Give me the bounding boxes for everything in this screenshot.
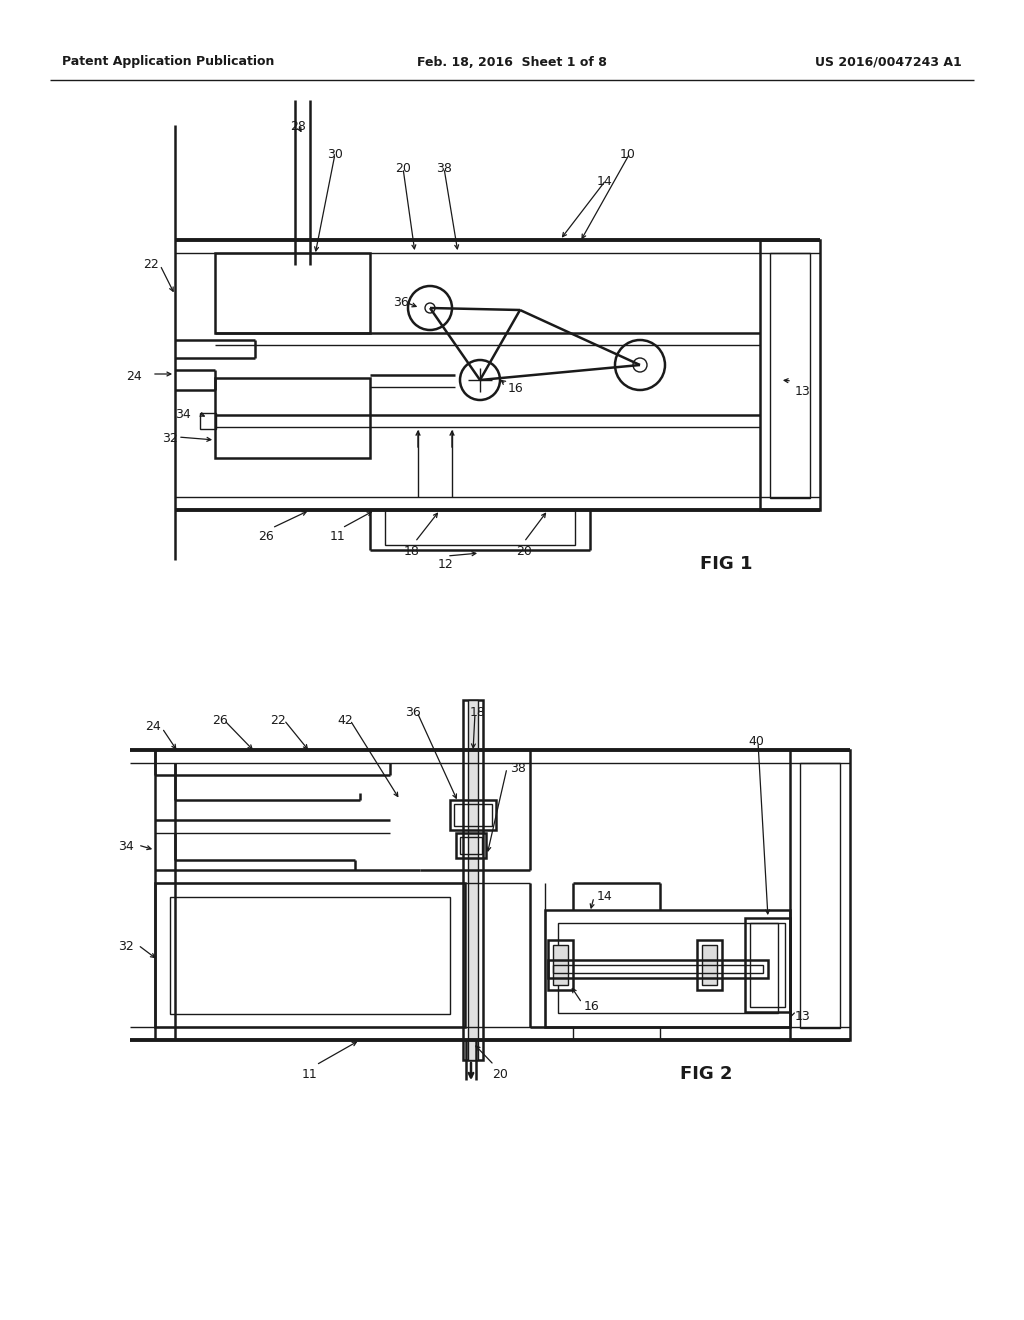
Bar <box>553 945 568 985</box>
Bar <box>553 965 763 973</box>
Bar <box>548 960 768 978</box>
Text: 24: 24 <box>126 370 141 383</box>
Bar <box>456 833 486 858</box>
Text: 42: 42 <box>337 714 352 727</box>
Text: 36: 36 <box>406 706 421 719</box>
Text: 34: 34 <box>118 840 134 853</box>
Text: 13: 13 <box>795 385 811 399</box>
Text: 12: 12 <box>438 558 454 572</box>
Text: 22: 22 <box>270 714 286 727</box>
Bar <box>155 883 465 1027</box>
Text: 18: 18 <box>470 706 485 719</box>
Text: 10: 10 <box>620 148 636 161</box>
Text: 20: 20 <box>516 545 531 558</box>
Bar <box>760 240 820 510</box>
Text: 34: 34 <box>175 408 190 421</box>
Text: 20: 20 <box>395 162 411 176</box>
Text: 16: 16 <box>508 381 523 395</box>
Bar <box>215 253 370 333</box>
Text: 30: 30 <box>327 148 343 161</box>
Text: Feb. 18, 2016  Sheet 1 of 8: Feb. 18, 2016 Sheet 1 of 8 <box>417 55 607 69</box>
Text: 24: 24 <box>145 719 161 733</box>
Text: 14: 14 <box>597 176 612 187</box>
Bar <box>385 510 575 545</box>
Bar <box>545 909 790 1027</box>
Text: 14: 14 <box>597 890 612 903</box>
Text: FIG 2: FIG 2 <box>680 1065 732 1082</box>
Bar <box>800 763 840 1028</box>
Circle shape <box>425 304 435 313</box>
Text: 28: 28 <box>290 120 306 133</box>
Text: 26: 26 <box>258 531 273 543</box>
Bar <box>750 923 785 1007</box>
Text: 38: 38 <box>436 162 452 176</box>
Text: 36: 36 <box>393 296 409 309</box>
Text: 16: 16 <box>584 1001 600 1012</box>
Bar <box>450 800 496 830</box>
Text: 22: 22 <box>143 257 159 271</box>
Bar <box>702 945 717 985</box>
Bar <box>468 700 478 1060</box>
Text: 40: 40 <box>748 735 764 748</box>
Text: 26: 26 <box>212 714 227 727</box>
Bar <box>790 750 850 1040</box>
Bar <box>548 940 573 990</box>
Text: 11: 11 <box>330 531 346 543</box>
Text: 11: 11 <box>302 1068 317 1081</box>
Bar <box>558 923 778 1012</box>
Text: 18: 18 <box>404 545 420 558</box>
Text: 38: 38 <box>510 762 526 775</box>
Bar <box>170 898 450 1014</box>
Bar <box>200 413 216 429</box>
Bar <box>745 917 790 1012</box>
Bar <box>697 940 722 990</box>
Text: FIG 1: FIG 1 <box>700 554 753 573</box>
Text: 20: 20 <box>492 1068 508 1081</box>
Bar <box>215 378 370 458</box>
Bar <box>454 804 492 826</box>
Text: Patent Application Publication: Patent Application Publication <box>62 55 274 69</box>
Text: 32: 32 <box>162 432 178 445</box>
Bar <box>770 253 810 498</box>
Text: 13: 13 <box>795 1010 811 1023</box>
Bar <box>463 700 483 1060</box>
Text: 32: 32 <box>118 940 134 953</box>
Text: US 2016/0047243 A1: US 2016/0047243 A1 <box>815 55 962 69</box>
Bar <box>460 837 482 854</box>
